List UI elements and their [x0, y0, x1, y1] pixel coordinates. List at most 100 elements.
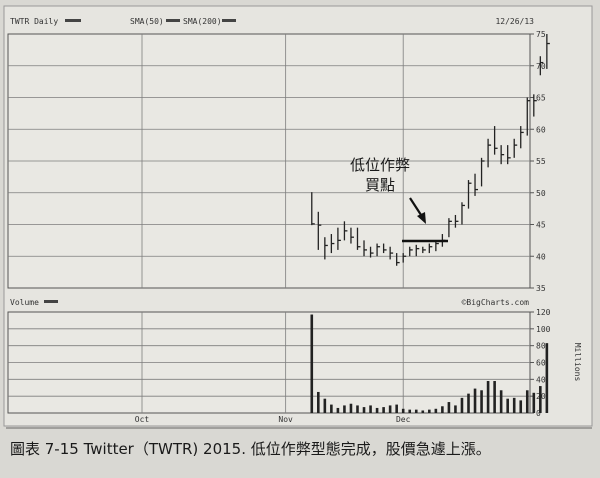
price-bar — [343, 221, 348, 241]
volume-bar — [330, 404, 333, 413]
volume-bar — [310, 314, 314, 413]
volume-bar — [473, 388, 477, 413]
price-bar — [422, 246, 426, 254]
volume-bar — [323, 398, 327, 413]
price-bar — [533, 94, 537, 117]
volume-bar — [512, 397, 516, 413]
volume-bar — [369, 405, 372, 413]
price-tick-label: 60 — [536, 125, 546, 134]
volume-tick-label: 80 — [536, 342, 546, 351]
x-axis-label: Nov — [278, 415, 293, 424]
volume-bar — [454, 405, 457, 413]
price-bar — [487, 138, 492, 168]
volume-bar — [356, 405, 359, 413]
volume-bar — [414, 409, 418, 413]
price-bar — [454, 214, 459, 228]
annotation-line2: 買點 — [365, 176, 395, 194]
volume-bar — [317, 391, 320, 413]
symbol-legend-mark — [65, 19, 81, 22]
date-label: 12/26/13 — [495, 17, 534, 26]
price-bar — [493, 126, 498, 155]
volume-unit-label: Millions — [573, 343, 582, 382]
symbol-label: TWTR Daily — [10, 17, 58, 26]
sma200-label: SMA(200) — [183, 17, 222, 26]
volume-tick-label: 60 — [536, 359, 546, 368]
price-bar — [350, 227, 354, 244]
price-bar — [428, 243, 433, 254]
price-bar — [513, 138, 518, 158]
figure-caption: 圖表 7-15 Twitter（TWTR) 2015. 低位作弊型態完成，股價急… — [10, 440, 491, 458]
price-tick-label: 75 — [536, 30, 546, 39]
price-bars — [311, 34, 550, 266]
price-bar — [507, 145, 511, 165]
price-tick-label: 35 — [536, 284, 546, 293]
x-axis-label: Oct — [135, 415, 150, 424]
price-bar — [448, 218, 452, 238]
x-axis-label: Dec — [396, 415, 411, 424]
price-bar — [539, 56, 544, 76]
volume-bar — [375, 407, 379, 413]
price-tick-label: 50 — [536, 189, 546, 198]
source-label: ©BigCharts.com — [462, 298, 530, 307]
price-tick-label: 65 — [536, 94, 546, 103]
price-bar — [382, 243, 387, 254]
volume-bar — [506, 398, 509, 413]
volume-bar — [460, 397, 464, 413]
volume-bar — [532, 392, 536, 413]
volume-tick-label: 100 — [536, 325, 551, 334]
volume-bar — [493, 381, 496, 413]
volume-bar — [408, 409, 412, 413]
volume-bar — [401, 408, 405, 413]
x-axis-labels: Oct Nov Dec — [135, 415, 411, 424]
annotation-arrow-head — [417, 212, 426, 224]
price-bar — [500, 145, 505, 165]
price-bar — [402, 253, 407, 263]
volume-bar — [539, 386, 542, 413]
price-bar — [363, 240, 368, 257]
price-bar — [526, 97, 531, 136]
volume-bar — [421, 410, 425, 413]
price-bar — [415, 244, 420, 257]
volume-bar — [388, 405, 392, 413]
volume-tick-label: 40 — [536, 375, 546, 384]
price-bar — [546, 34, 550, 69]
volume-bar — [467, 393, 470, 413]
volume-bar — [441, 406, 444, 413]
price-bar — [396, 253, 400, 266]
volume-bar — [343, 405, 346, 413]
price-tick-label: 55 — [536, 157, 546, 166]
volume-bar — [336, 407, 340, 413]
annotation-line1: 低位作弊 — [350, 156, 410, 174]
sma50-legend-mark — [166, 19, 180, 22]
price-bar — [330, 234, 335, 254]
price-bar — [461, 202, 465, 225]
volume-bar — [499, 390, 503, 413]
volume-bar — [525, 390, 529, 413]
sma200-legend-mark — [222, 19, 236, 22]
sma50-label: SMA(50) — [130, 17, 164, 26]
volume-bar — [382, 407, 385, 413]
volume-bar — [486, 381, 490, 413]
volume-tick-label: 0 — [536, 409, 541, 418]
volume-bar — [349, 403, 353, 413]
volume-tick-label: 120 — [536, 308, 551, 317]
volume-bar — [428, 409, 431, 413]
price-bar — [480, 157, 485, 187]
price-tick-label: 45 — [536, 221, 546, 230]
price-bar — [324, 237, 328, 260]
volume-bar — [545, 343, 549, 413]
price-bar — [409, 246, 413, 257]
price-bar — [474, 173, 479, 196]
price-bar — [520, 126, 524, 149]
volume-bar — [395, 404, 398, 413]
volume-label: Volume — [10, 298, 39, 307]
price-bar — [376, 243, 381, 257]
volume-bars — [310, 314, 549, 413]
price-bar — [356, 227, 361, 250]
volume-bar — [434, 408, 438, 413]
volume-legend-mark — [44, 300, 58, 303]
volume-bar — [447, 402, 451, 413]
volume-bar — [519, 400, 523, 413]
